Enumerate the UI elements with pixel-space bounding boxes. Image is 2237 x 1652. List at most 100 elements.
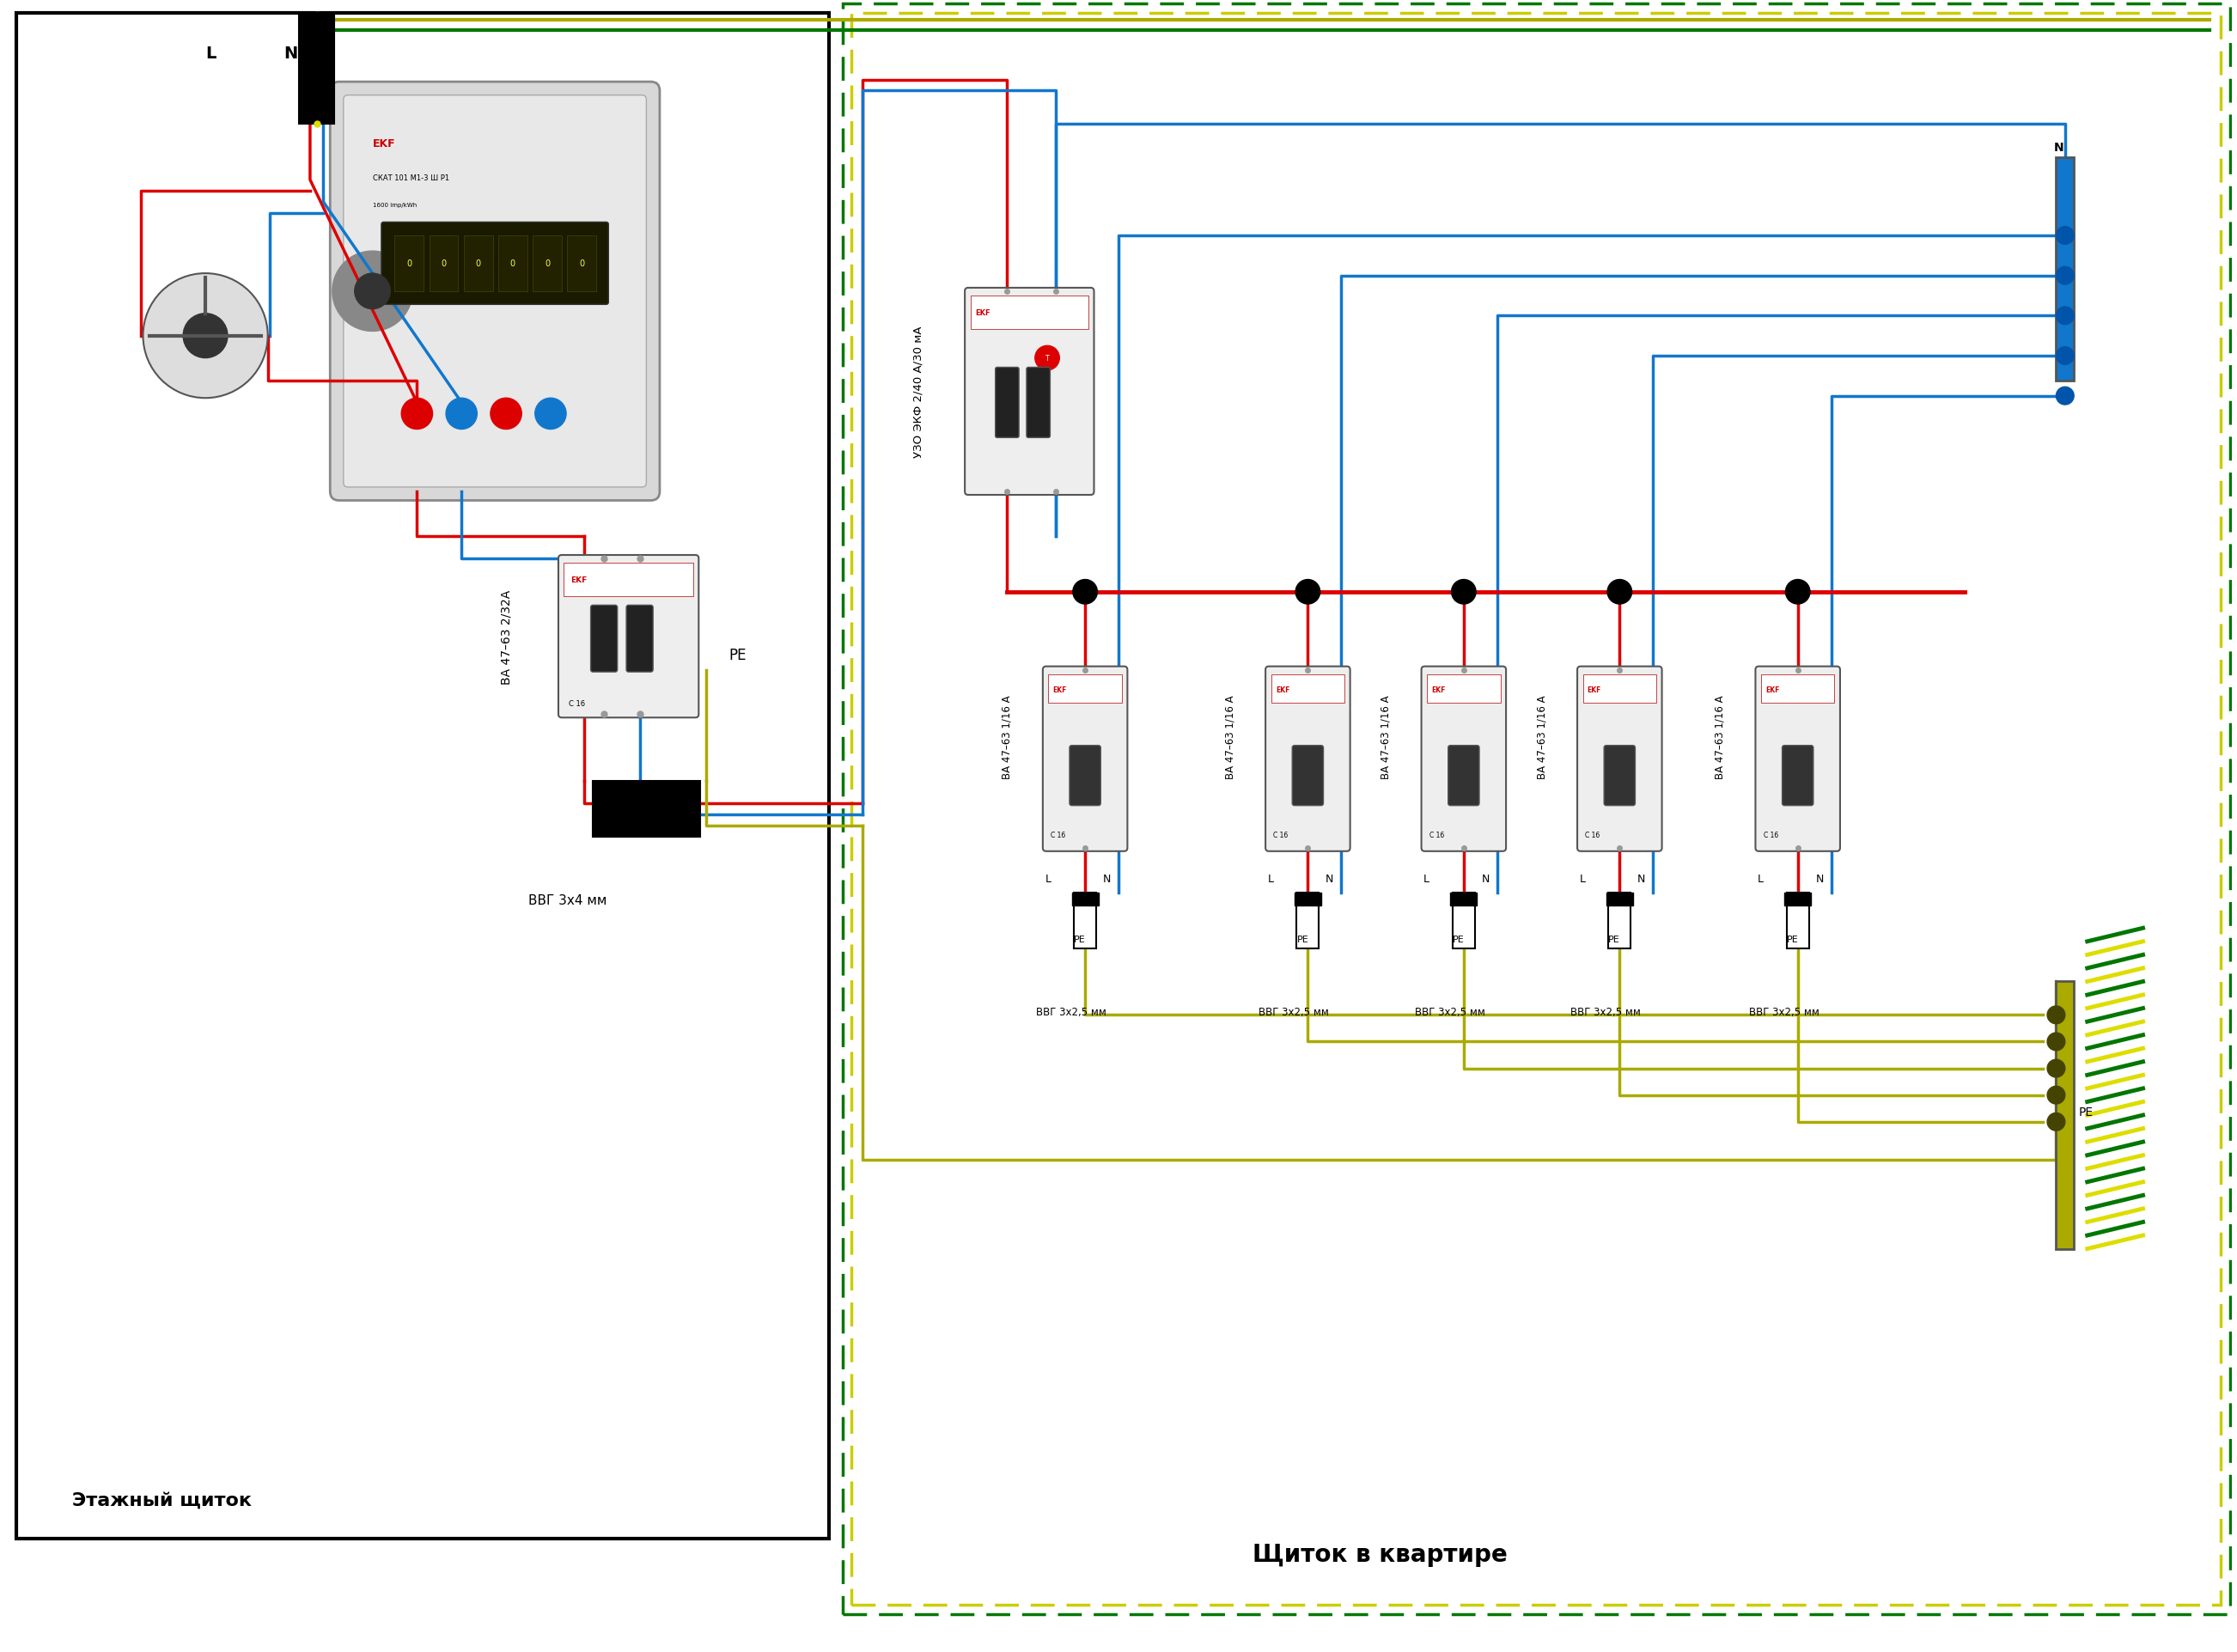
Circle shape [535, 398, 566, 430]
Text: PE: PE [1787, 935, 1799, 943]
Text: ВВГ 3х2,5 мм: ВВГ 3х2,5 мм [1749, 1006, 1819, 1018]
FancyBboxPatch shape [16, 13, 830, 1538]
Text: 0: 0 [544, 259, 550, 268]
FancyBboxPatch shape [568, 236, 597, 292]
FancyBboxPatch shape [394, 236, 423, 292]
Text: C 16: C 16 [568, 700, 584, 707]
Text: L: L [1579, 872, 1586, 884]
Text: C 16: C 16 [1763, 831, 1778, 839]
Text: ВВГ 3х2,5 мм: ВВГ 3х2,5 мм [1259, 1006, 1329, 1018]
Text: C 16: C 16 [1051, 831, 1065, 839]
Circle shape [1785, 580, 1810, 605]
Text: EKF: EKF [570, 577, 586, 583]
FancyBboxPatch shape [2056, 981, 2074, 1249]
Text: C 16: C 16 [1429, 831, 1445, 839]
FancyBboxPatch shape [1785, 892, 1812, 907]
Text: ВВГ 3х4 мм: ВВГ 3х4 мм [528, 894, 606, 907]
FancyBboxPatch shape [2056, 159, 2074, 382]
FancyBboxPatch shape [1027, 368, 1049, 438]
Text: Этажный щиток: Этажный щиток [72, 1492, 251, 1508]
Text: 0: 0 [407, 259, 412, 268]
Text: C 16: C 16 [1586, 831, 1599, 839]
FancyBboxPatch shape [964, 289, 1094, 496]
FancyBboxPatch shape [593, 781, 700, 838]
Circle shape [2056, 347, 2074, 365]
FancyBboxPatch shape [344, 96, 646, 487]
Text: EKF: EKF [1588, 686, 1602, 694]
FancyBboxPatch shape [1604, 745, 1635, 806]
Text: N: N [1103, 872, 1112, 884]
Text: L: L [1423, 872, 1429, 884]
FancyBboxPatch shape [499, 236, 528, 292]
Circle shape [490, 398, 521, 430]
Circle shape [1295, 580, 1320, 605]
Circle shape [445, 398, 476, 430]
FancyBboxPatch shape [1042, 667, 1127, 851]
Text: ВА 47–63 1/16 А: ВА 47–63 1/16 А [1380, 695, 1391, 778]
FancyBboxPatch shape [1577, 667, 1662, 851]
Circle shape [2047, 1032, 2065, 1051]
Text: 0: 0 [476, 259, 481, 268]
Text: PE: PE [1608, 935, 1620, 943]
FancyBboxPatch shape [1074, 892, 1096, 948]
FancyBboxPatch shape [995, 368, 1018, 438]
FancyBboxPatch shape [1761, 674, 1834, 704]
Text: C 16: C 16 [1273, 831, 1289, 839]
Text: L: L [1045, 872, 1051, 884]
Text: N: N [284, 45, 298, 61]
Text: ВА 47–63 1/16 А: ВА 47–63 1/16 А [1714, 695, 1725, 778]
FancyBboxPatch shape [1072, 892, 1098, 907]
Text: L: L [206, 45, 217, 61]
Text: 0: 0 [441, 259, 447, 268]
Circle shape [356, 274, 389, 309]
Text: ВА 47–63 1/16 А: ВА 47–63 1/16 А [1537, 695, 1548, 778]
Text: ВА 47–63 1/16 А: ВА 47–63 1/16 А [1002, 695, 1013, 778]
FancyBboxPatch shape [1447, 745, 1479, 806]
Text: N: N [1327, 872, 1333, 884]
Text: PE: PE [729, 648, 747, 662]
Text: ВА 47–63 2/32А: ВА 47–63 2/32А [501, 590, 512, 684]
Text: L: L [1268, 872, 1273, 884]
Circle shape [2047, 1087, 2065, 1104]
Text: EKF: EKF [975, 309, 991, 317]
FancyBboxPatch shape [1049, 674, 1121, 704]
Text: ВА 47–63 1/16 А: ВА 47–63 1/16 А [1224, 695, 1235, 778]
FancyBboxPatch shape [380, 223, 608, 306]
Circle shape [183, 314, 228, 358]
Text: 0: 0 [510, 259, 515, 268]
FancyBboxPatch shape [463, 236, 492, 292]
Text: N: N [1816, 872, 1823, 884]
Text: СКАТ 101 М1-3 Ш Р1: СКАТ 101 М1-3 Ш Р1 [371, 175, 450, 182]
FancyBboxPatch shape [1608, 892, 1631, 948]
FancyBboxPatch shape [564, 563, 693, 596]
Text: EKF: EKF [1765, 686, 1781, 694]
Text: PE: PE [2078, 1105, 2094, 1118]
FancyBboxPatch shape [1420, 667, 1506, 851]
FancyBboxPatch shape [1069, 745, 1101, 806]
FancyBboxPatch shape [1293, 745, 1324, 806]
FancyBboxPatch shape [591, 606, 617, 672]
FancyBboxPatch shape [1452, 892, 1474, 948]
Text: УЗО ЭКФ 2/40 А/30 мА: УЗО ЭКФ 2/40 А/30 мА [913, 325, 924, 458]
FancyBboxPatch shape [300, 13, 336, 126]
Text: T: T [1045, 355, 1049, 362]
Circle shape [2047, 1059, 2065, 1077]
FancyBboxPatch shape [331, 83, 660, 501]
FancyBboxPatch shape [1427, 674, 1501, 704]
Text: L: L [1758, 872, 1763, 884]
Text: N: N [1637, 872, 1646, 884]
FancyBboxPatch shape [532, 236, 561, 292]
FancyBboxPatch shape [1297, 892, 1320, 948]
Text: PE: PE [1074, 935, 1085, 943]
FancyBboxPatch shape [1450, 892, 1476, 907]
Text: ВВГ 3х2,5 мм: ВВГ 3х2,5 мм [1570, 1006, 1642, 1018]
Circle shape [2056, 268, 2074, 286]
Circle shape [1608, 580, 1631, 605]
Circle shape [2047, 1113, 2065, 1132]
Circle shape [2056, 228, 2074, 244]
Text: N: N [1481, 872, 1490, 884]
Text: EKF: EKF [1432, 686, 1445, 694]
Circle shape [2056, 388, 2074, 405]
Circle shape [1452, 580, 1476, 605]
Text: 0: 0 [579, 259, 584, 268]
